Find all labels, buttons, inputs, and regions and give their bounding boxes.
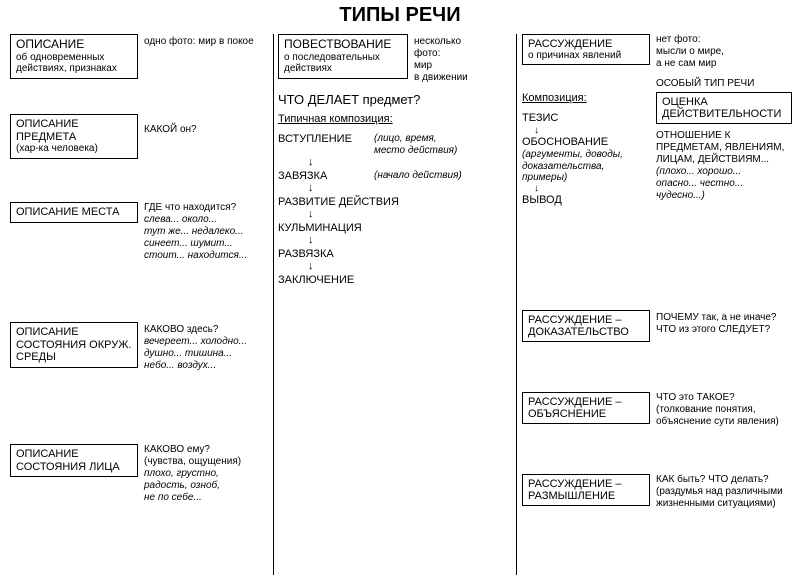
col3-special-box-text: ОЦЕНКА ДЕЙСТВИТЕЛЬНОСТИ	[662, 96, 786, 120]
col1-item-3-side-main: КАКОВО ему?	[144, 444, 270, 456]
col-description: ОПИСАНИЕ об одновременных действиях, при…	[10, 34, 270, 575]
col3-subtype-2-side-sub: (раздумья над различными жизненными ситу…	[656, 486, 792, 510]
col2-header-side: несколько фото: мир в движении	[414, 36, 514, 84]
arrow-down-icon: ↓	[278, 209, 518, 220]
col2-header-sub: о последовательных действиях	[284, 52, 402, 75]
col1-item-1-title: ОПИСАНИЕ МЕСТА	[16, 206, 132, 219]
columns-container: ОПИСАНИЕ об одновременных действиях, при…	[10, 34, 790, 575]
col3-komp: Композиция: ТЕЗИС ↓ ОБОСНОВАНИЕ (аргумен…	[522, 92, 650, 208]
col3-special-box: ОЦЕНКА ДЕЙСТВИТЕЛЬНОСТИ	[656, 92, 792, 124]
col3-komp-step-1: ОБОСНОВАНИЕ	[522, 136, 650, 150]
col3-subtype-2-side: КАК быть? ЧТО делать? (раздумья над разл…	[656, 474, 792, 510]
col2-question: ЧТО ДЕЛАЕТ предмет?	[278, 92, 518, 107]
arrow-down-icon: ↓	[278, 183, 518, 194]
col1-item-0-box: ОПИСАНИЕ ПРЕДМЕТА (хар-ка человека)	[10, 114, 138, 159]
col2-body: ЧТО ДЕЛАЕТ предмет? Типичная композиция:…	[278, 92, 518, 286]
col1-item-1-side-sub: слева... около... тут же... недалеко... …	[144, 214, 270, 262]
col2-step-2: РАЗВИТИЕ ДЕЙСТВИЯ	[278, 196, 518, 208]
col3-special-desc: ОТНОШЕНИЕ К ПРЕДМЕТАМ, ЯВЛЕНИЯМ, ЛИЦАМ, …	[656, 130, 792, 202]
col3-header-box: РАССУЖДЕНИЕ о причинах явлений	[522, 34, 650, 65]
col1-header-title: ОПИСАНИЕ	[16, 38, 132, 52]
col-narration: ПОВЕСТВОВАНИЕ о последовательных действи…	[278, 34, 518, 575]
col3-komp-label: Композиция:	[522, 92, 650, 106]
diagram-root: ТИПЫ РЕЧИ ОПИСАНИЕ об одновременных дейс…	[0, 0, 800, 579]
col3-subtype-2-box: РАССУЖДЕНИЕ – РАЗМЫШЛЕНИЕ	[522, 474, 650, 506]
col2-step-0-note: (лицо, время, место действия)	[374, 133, 457, 156]
col3-subtype-1-box: РАССУЖДЕНИЕ – ОБЪЯСНЕНИЕ	[522, 392, 650, 424]
col3-special-desc-main: ОТНОШЕНИЕ К ПРЕДМЕТАМ, ЯВЛЕНИЯМ, ЛИЦАМ, …	[656, 130, 792, 166]
col3-komp-step-2: ВЫВОД	[522, 194, 650, 208]
col1-item-1-side-main: ГДЕ что находится?	[144, 202, 270, 214]
col1-header-side: одно фото: мир в покое	[144, 36, 270, 48]
col1-header-box: ОПИСАНИЕ об одновременных действиях, при…	[10, 34, 138, 79]
arrow-down-icon: ↓	[278, 157, 518, 168]
divider-1	[273, 34, 274, 575]
col1-item-3-side-sub: плохо, грустно, радость, озноб, не по се…	[144, 468, 270, 504]
col2-step-3: КУЛЬМИНАЦИЯ	[278, 222, 518, 234]
col1-item-2-side-main: КАКОВО здесь?	[144, 324, 270, 336]
col2-step-1: ЗАВЯЗКА	[278, 170, 374, 182]
col3-header-sub: о причинах явлений	[528, 50, 644, 61]
col3-special-label: ОСОБЫЙ ТИП РЕЧИ	[656, 78, 792, 90]
col3-header-side: нет фото: мысли о мире, а не сам мир	[656, 34, 792, 70]
arrow-down-icon: ↓	[278, 235, 518, 246]
col1-item-0-sub: (хар-ка человека)	[16, 143, 132, 155]
arrow-down-icon: ↓	[522, 126, 650, 136]
col2-step-1-note: (начало действия)	[374, 170, 462, 182]
col2-header-box: ПОВЕСТВОВАНИЕ о последовательных действи…	[278, 34, 408, 79]
col1-item-3-box: ОПИСАНИЕ СОСТОЯНИЯ ЛИЦА	[10, 444, 138, 477]
col1-item-1-side: ГДЕ что находится? слева... около... тут…	[144, 202, 270, 262]
arrow-down-icon: ↓	[522, 184, 650, 194]
col1-item-1-box: ОПИСАНИЕ МЕСТА	[10, 202, 138, 223]
col3-subtype-0-side: ПОЧЕМУ так, а не иначе? ЧТО из этого СЛЕ…	[656, 312, 792, 336]
col3-subtype-1-side: ЧТО это ТАКОЕ? (толкование понятия, объя…	[656, 392, 792, 428]
col1-header-sub: об одновременных действиях, признаках	[16, 52, 132, 75]
col2-header-title: ПОВЕСТВОВАНИЕ	[284, 38, 402, 52]
col3-subtype-2-side-main: КАК быть? ЧТО делать?	[656, 474, 792, 486]
col1-item-3-side-paren: (чувства, ощущения)	[144, 456, 270, 468]
col1-item-2-box: ОПИСАНИЕ СОСТОЯНИЯ ОКРУЖ. СРЕДЫ	[10, 322, 138, 368]
page-title: ТИПЫ РЕЧИ	[10, 4, 790, 27]
col1-item-0-title: ОПИСАНИЕ ПРЕДМЕТА	[16, 118, 132, 143]
col3-komp-step-0: ТЕЗИС	[522, 112, 650, 126]
col3-subtype-0-side-main: ПОЧЕМУ так, а не иначе? ЧТО из этого СЛЕ…	[656, 312, 792, 336]
col2-step-0: ВСТУПЛЕНИЕ	[278, 133, 374, 145]
col-reasoning: РАССУЖДЕНИЕ о причинах явлений нет фото:…	[522, 34, 794, 575]
col1-item-3-side: КАКОВО ему? (чувства, ощущения) плохо, г…	[144, 444, 270, 504]
col3-subtype-0-box: РАССУЖДЕНИЕ – ДОКАЗАТЕЛЬСТВО	[522, 310, 650, 342]
col2-label: Типичная композиция:	[278, 113, 518, 125]
col1-item-3-title: ОПИСАНИЕ СОСТОЯНИЯ ЛИЦА	[16, 448, 132, 473]
col1-item-0-side-main: КАКОЙ он?	[144, 124, 270, 136]
arrow-down-icon: ↓	[278, 261, 518, 272]
col3-subtype-1-side-main: ЧТО это ТАКОЕ?	[656, 392, 792, 404]
col2-step-5: ЗАКЛЮЧЕНИЕ	[278, 274, 518, 286]
col3-special-desc-sub: (плохо... хорошо... опасно... честно... …	[656, 166, 792, 202]
col1-item-2-title: ОПИСАНИЕ СОСТОЯНИЯ ОКРУЖ. СРЕДЫ	[16, 326, 132, 364]
col3-komp-step-1-note: (аргументы, доводы, доказательства, прим…	[522, 149, 650, 184]
col2-steps: ВСТУПЛЕНИЕ (лицо, время, место действия)…	[278, 133, 518, 286]
col2-step-4: РАЗВЯЗКА	[278, 248, 518, 260]
col3-subtype-1-side-sub: (толкование понятия, объяснение сути явл…	[656, 404, 792, 428]
col1-item-0-side: КАКОЙ он?	[144, 124, 270, 136]
col1-item-2-side: КАКОВО здесь? вечереет... холодно... душ…	[144, 324, 270, 372]
col1-item-2-side-sub: вечереет... холодно... душно... тишина..…	[144, 336, 270, 372]
col3-header-title: РАССУЖДЕНИЕ	[528, 38, 644, 50]
